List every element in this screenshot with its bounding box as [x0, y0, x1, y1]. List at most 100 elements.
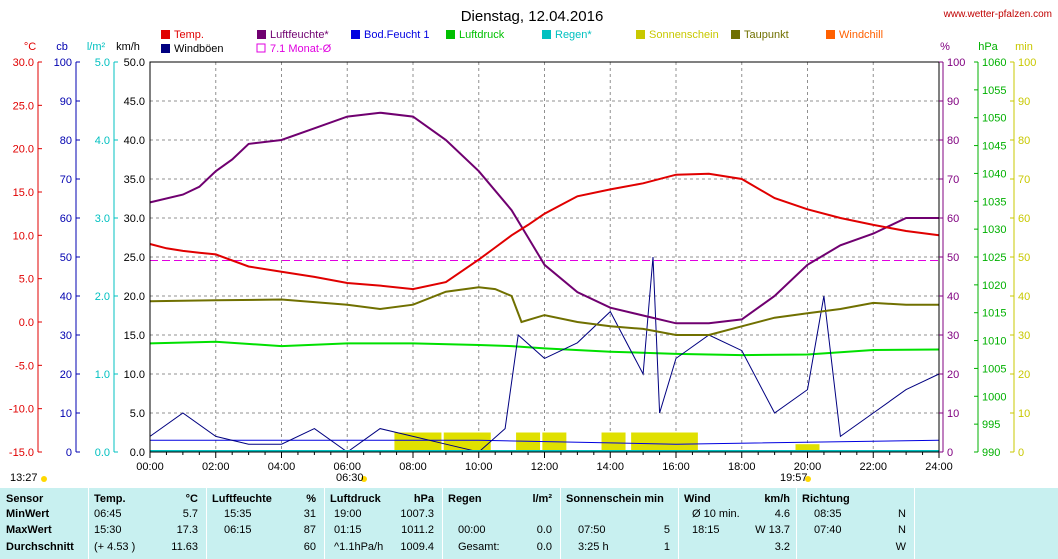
cb-tick-label: 70 — [60, 174, 72, 186]
press-tick-label: 1020 — [982, 280, 1006, 292]
legend-swatch — [636, 30, 645, 39]
soil-moisture-line — [150, 439, 940, 445]
press-tick-label: 995 — [982, 419, 1000, 431]
time-tick-label: 10:00 — [465, 461, 493, 473]
legend-label: Temp. — [174, 29, 204, 41]
table-cell-value: 60 — [303, 541, 316, 553]
cb-tick-label: 60 — [60, 213, 72, 225]
temp-tick-label: 0.0 — [19, 317, 34, 329]
legend-swatch — [161, 44, 170, 53]
sun-tick-label: 40 — [1018, 291, 1030, 303]
sunshine-bar — [417, 432, 442, 452]
time-tick-label: 14:00 — [596, 461, 624, 473]
table-cell-value: W 13.7 — [755, 524, 790, 536]
wind-tick-label: 0.0 — [130, 447, 145, 459]
rain-tick-label: 2.0 — [95, 291, 110, 303]
sunrise-icon — [361, 476, 367, 482]
wind-tick-label: 10.0 — [124, 369, 145, 381]
wind-tick-label: 35.0 — [124, 174, 145, 186]
site-link[interactable]: www.wetter-pfalzen.com — [943, 9, 1052, 20]
table-cell-value: W — [895, 541, 906, 553]
table-cell-value: 31 — [303, 508, 316, 520]
temp-tick-label: -5.0 — [15, 360, 34, 372]
press-tick-label: 1015 — [982, 308, 1006, 320]
legend-label: 7.1 Monat-Ø — [270, 43, 332, 55]
sunshine-bar — [631, 432, 656, 452]
sun-tick-label: 60 — [1018, 213, 1030, 225]
temp-tick-label: 15.0 — [13, 187, 34, 199]
wind-tick-label: 25.0 — [124, 252, 145, 264]
sun-tick-label: 30 — [1018, 330, 1030, 342]
press-tick-label: 1035 — [982, 196, 1006, 208]
cb-tick-label: 40 — [60, 291, 72, 303]
time-tick-label: 06:00 — [333, 461, 361, 473]
table-row-label: MinWert — [6, 508, 50, 520]
time-tick-label: 00:00 — [136, 461, 164, 473]
wind-tick-label: 30.0 — [124, 213, 145, 225]
table-divider — [560, 488, 561, 559]
legend-swatch — [542, 30, 551, 39]
legend-label: Windböen — [174, 43, 224, 55]
humidity-line — [149, 111, 939, 325]
table-cell-value: 4.6 — [774, 508, 790, 520]
table-divider — [914, 488, 915, 559]
press-tick-label: 1025 — [982, 252, 1006, 264]
wind-tick-label: 40.0 — [124, 135, 145, 147]
moonrise-time: 13:27 — [10, 472, 38, 484]
chart-axes: 30.0 25.0 20.0 15.0 10.0 5.0 0.0 -5.0 -10.0 -15.0… — [9, 41, 1036, 473]
temp-tick-label: -10.0 — [9, 404, 34, 416]
table-cell-value: 5 — [663, 524, 670, 536]
legend-label: Windchill — [839, 29, 883, 41]
table-divider — [324, 488, 325, 559]
table-cell-value: 1 — [663, 541, 670, 553]
temp-unit-label: °C — [24, 41, 36, 53]
sunshine-bar — [673, 432, 698, 452]
table-cell-time: 06:45 — [94, 508, 122, 520]
hum-tick-label: 10 — [947, 408, 959, 420]
hum-tick-label: 0 — [947, 447, 953, 459]
time-tick-label: 20:00 — [794, 461, 822, 473]
table-header: Wind — [684, 493, 711, 505]
sunshine-bar — [443, 432, 468, 452]
table-cell-time: 15:35 — [224, 508, 252, 520]
hum-tick-label: 70 — [947, 174, 959, 186]
temp-tick-label: -15.0 — [9, 447, 34, 459]
sunshine-bar — [650, 432, 675, 452]
time-tick-label: 04:00 — [268, 461, 296, 473]
press-tick-label: 1005 — [982, 363, 1006, 375]
hum-tick-label: 80 — [947, 135, 959, 147]
weather-chart: 30.0 25.0 20.0 15.0 10.0 5.0 0.0 -5.0 -10.0 -15.0… — [9, 8, 1052, 484]
table-unit: l/m² — [532, 493, 552, 505]
sun-tick-label: 20 — [1018, 369, 1030, 381]
sunshine-bar — [516, 432, 541, 452]
chart-legend: Temp. Luftfeuchte* Bod.Feucht 1 Luftdruck Re… — [161, 29, 883, 55]
table-header: Luftdruck — [330, 493, 381, 505]
table-row-label: Durchschnitt — [6, 541, 74, 553]
sun-tick-label: 100 — [1018, 57, 1036, 69]
moonrise-icon — [41, 476, 47, 482]
cb-tick-label: 30 — [60, 330, 72, 342]
table-cell-value: N — [898, 524, 906, 536]
table-header: Regen — [448, 493, 482, 505]
press-tick-label: 1060 — [982, 57, 1006, 69]
wind-tick-label: 15.0 — [124, 330, 145, 342]
table-cell-value: 17.3 — [176, 524, 198, 536]
temp-tick-label: 20.0 — [13, 144, 34, 156]
table-cell-time: 15:30 — [94, 524, 122, 536]
cb-tick-label: 80 — [60, 135, 72, 147]
table-header: Sensor — [6, 493, 44, 505]
table-cell-value: 0.0 — [536, 541, 552, 553]
table-cell-time: 08:35 — [814, 508, 842, 520]
wind-gust-line — [149, 256, 940, 453]
temp-tick-label: 5.0 — [19, 274, 34, 286]
hum-unit-label: % — [940, 41, 950, 53]
table-unit: km/h — [764, 493, 790, 505]
hum-tick-label: 60 — [947, 213, 959, 225]
hum-tick-label: 100 — [947, 57, 965, 69]
cb-tick-label: 20 — [60, 369, 72, 381]
legend-swatch — [256, 43, 266, 53]
press-unit-label: hPa — [978, 41, 998, 53]
table-cell-value: 1007.3 — [400, 508, 434, 520]
legend-swatch — [257, 30, 266, 39]
hum-tick-label: 40 — [947, 291, 959, 303]
